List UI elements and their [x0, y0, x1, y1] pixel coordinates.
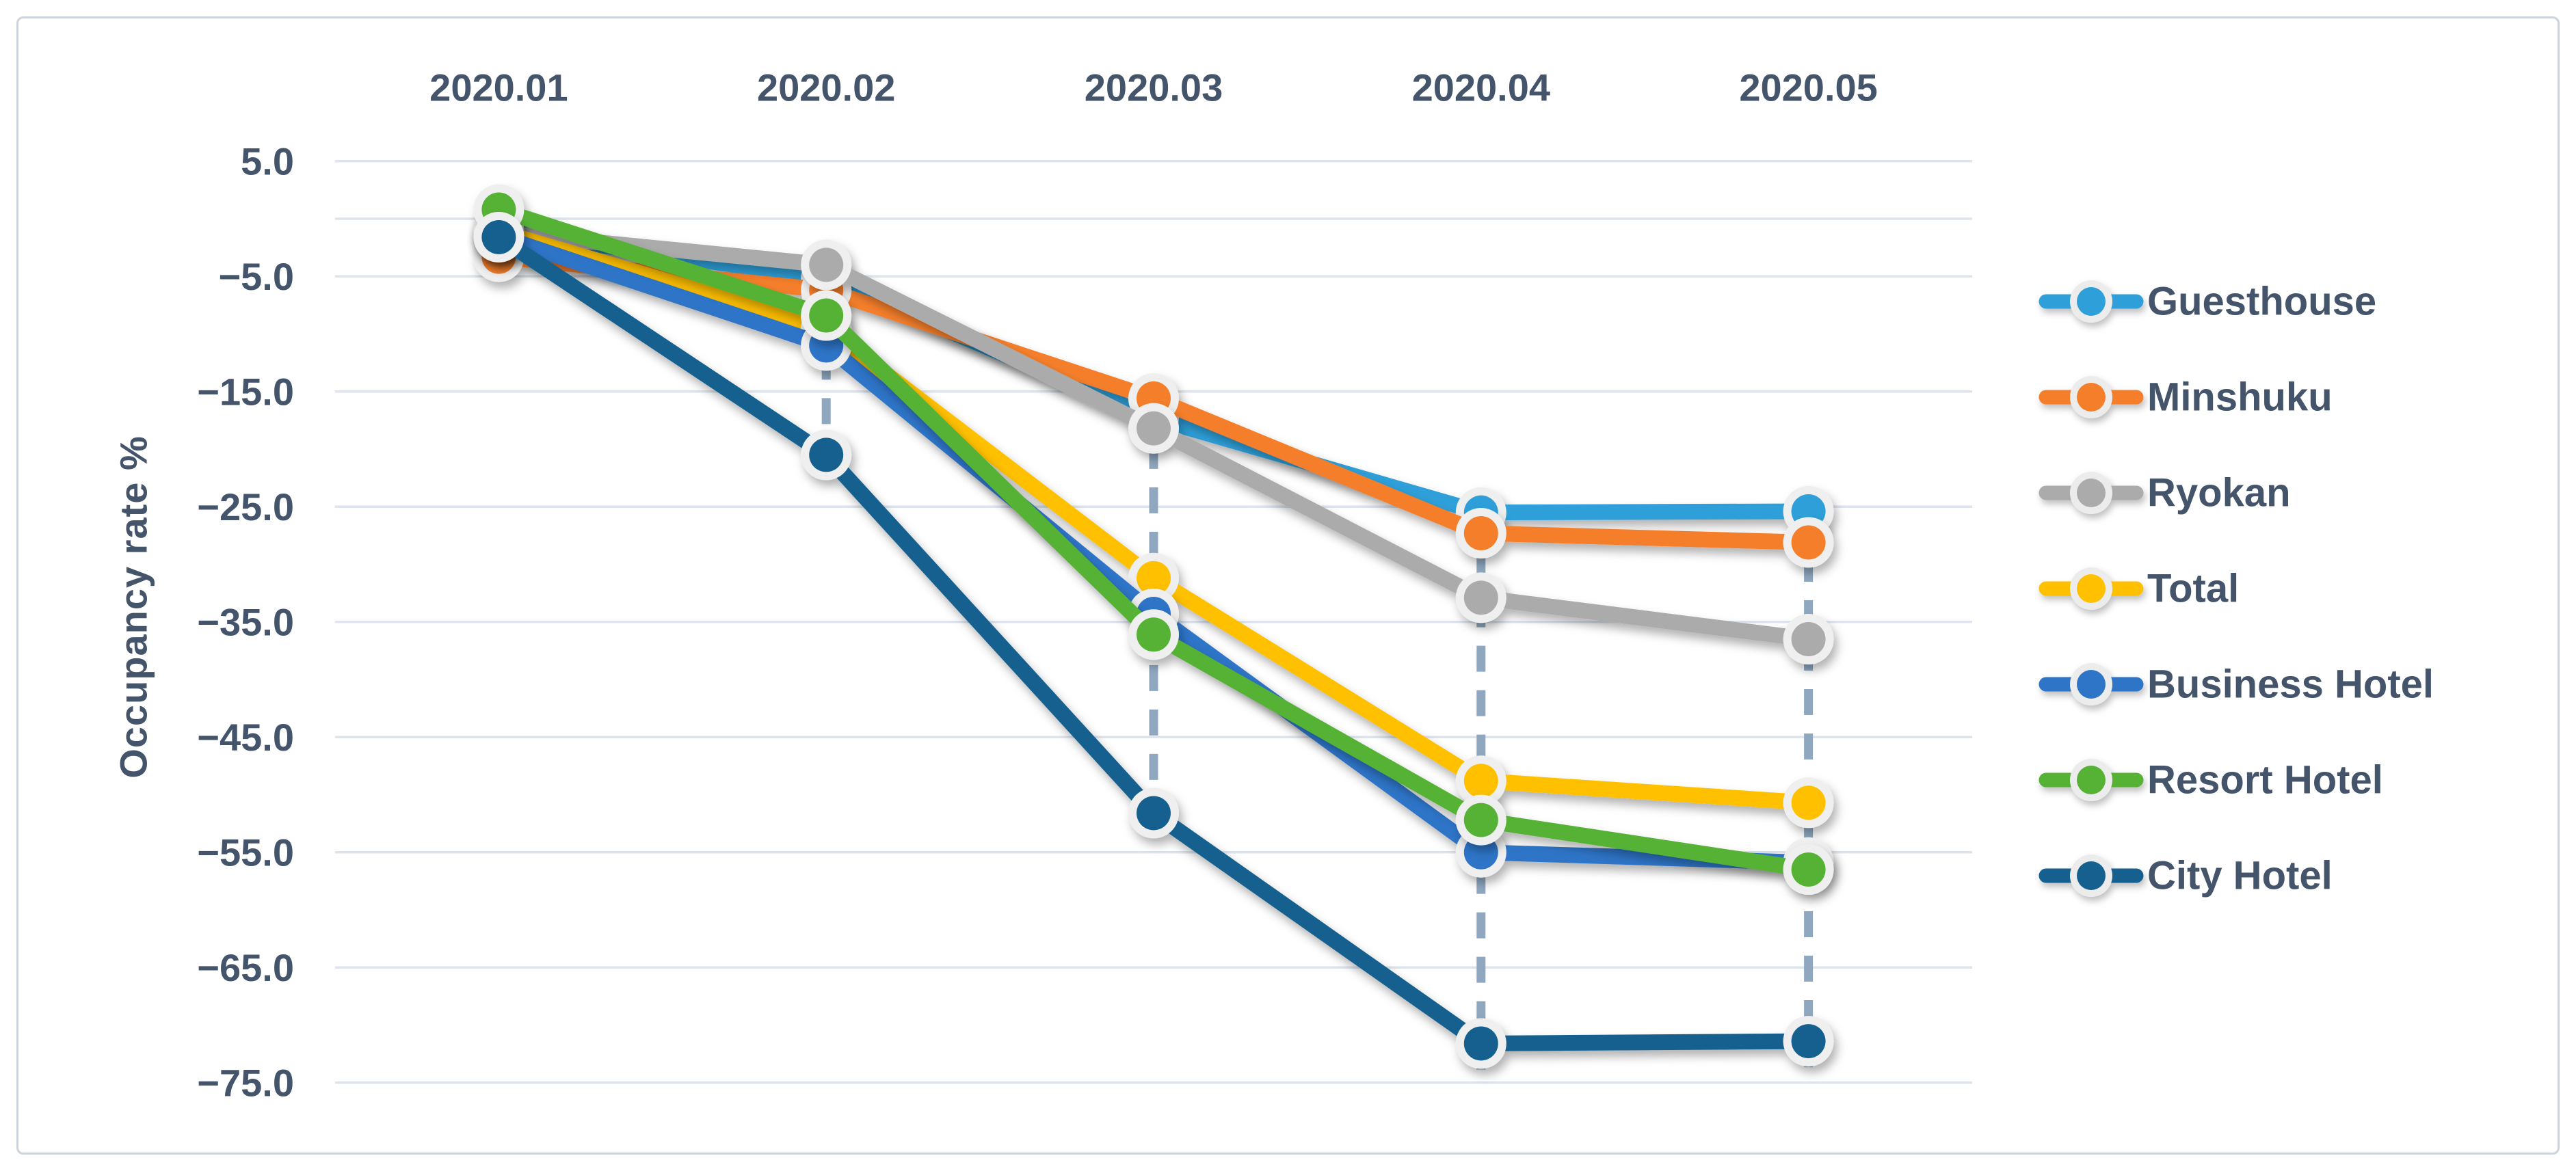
legend-marker-city-hotel: [2039, 854, 2144, 897]
y-tick-label: 5.0: [241, 139, 294, 183]
legend-marker-dot: [2077, 383, 2106, 412]
series-city-hotel: [473, 211, 1834, 1069]
data-point-minshuku: [1463, 516, 1498, 551]
data-point-ryokan: [1137, 411, 1171, 446]
legend-label: Guesthouse: [2147, 280, 2376, 324]
x-axis-label: 2020.05: [1739, 66, 1877, 109]
legend-item-guesthouse: Guesthouse: [2039, 280, 2376, 324]
data-point-resort-hotel: [1791, 852, 1826, 887]
data-point-ryokan: [1791, 622, 1826, 657]
legend-label: Resort Hotel: [2147, 758, 2383, 803]
data-point-total: [1137, 561, 1171, 595]
y-tick-label: −65.0: [197, 946, 294, 989]
legend-item-ryokan: Ryokan: [2039, 471, 2291, 515]
legend-item-resort-hotel: Resort Hotel: [2039, 758, 2383, 803]
legend-item-total: Total: [2039, 567, 2239, 611]
data-point-resort-hotel: [1137, 617, 1171, 652]
y-tick-label: −5.0: [218, 255, 294, 298]
data-point-ryokan: [1463, 580, 1498, 615]
x-axis-label: 2020.03: [1085, 66, 1223, 109]
y-tick-label: −35.0: [197, 600, 294, 643]
x-axis-label: 2020.04: [1412, 66, 1550, 109]
data-point-resort-hotel: [1463, 803, 1498, 837]
legend-item-minshuku: Minshuku: [2039, 375, 2333, 420]
data-point-resort-hotel: [809, 298, 844, 333]
legend-label: Business Hotel: [2147, 662, 2434, 707]
legend-marker-total: [2039, 567, 2144, 610]
data-point-total: [1463, 764, 1498, 798]
data-point-city-hotel: [481, 219, 516, 254]
plot-area-series: [473, 184, 1834, 1069]
data-point-minshuku: [1791, 525, 1826, 560]
legend-marker-guesthouse: [2039, 280, 2144, 323]
legend-item-business-hotel: Business Hotel: [2039, 662, 2434, 707]
y-tick-label: −15.0: [197, 370, 294, 413]
x-axis-label: 2020.01: [429, 66, 568, 109]
x-axis-label: 2020.02: [757, 66, 895, 109]
legend-item-city-hotel: City Hotel: [2039, 854, 2333, 898]
legend-marker-dot: [2077, 670, 2106, 699]
data-point-ryokan: [809, 247, 844, 282]
legend-marker-dot: [2077, 574, 2106, 603]
legend-label: Ryokan: [2147, 471, 2291, 515]
x-axis-labels: 2020.01 2020.02 2020.03 2020.04 2020.05: [429, 66, 1878, 109]
legend-marker-dot: [2077, 766, 2106, 794]
legend-label: Total: [2147, 567, 2239, 611]
y-tick-label: −55.0: [197, 831, 294, 874]
legend-label: City Hotel: [2147, 854, 2333, 898]
data-point-city-hotel: [809, 438, 844, 472]
y-axis-tick-labels: 5.0 −5.0 −15.0 −25.0 −35.0 −45.0 −55.0 −65.0 −75…: [197, 139, 294, 1104]
y-axis-title: Occupancy rate %: [111, 435, 155, 779]
legend-marker-ryokan: [2039, 472, 2144, 514]
chart-legend: Guesthouse Minshuku Ryokan Total Business Ho…: [2039, 280, 2434, 898]
y-tick-label: −45.0: [197, 716, 294, 759]
data-point-city-hotel: [1791, 1024, 1826, 1059]
legend-marker-dot: [2077, 479, 2106, 507]
legend-marker-resort-hotel: [2039, 759, 2144, 801]
y-tick-label: −25.0: [197, 485, 294, 528]
legend-marker-minshuku: [2039, 376, 2144, 418]
legend-marker-business-hotel: [2039, 663, 2144, 705]
data-point-city-hotel: [1463, 1026, 1498, 1061]
legend-marker-dot: [2077, 861, 2106, 890]
data-point-total: [1791, 785, 1826, 820]
legend-label: Minshuku: [2147, 375, 2333, 420]
data-point-city-hotel: [1137, 796, 1171, 831]
y-tick-label: −75.0: [197, 1061, 294, 1104]
legend-marker-dot: [2077, 287, 2106, 316]
